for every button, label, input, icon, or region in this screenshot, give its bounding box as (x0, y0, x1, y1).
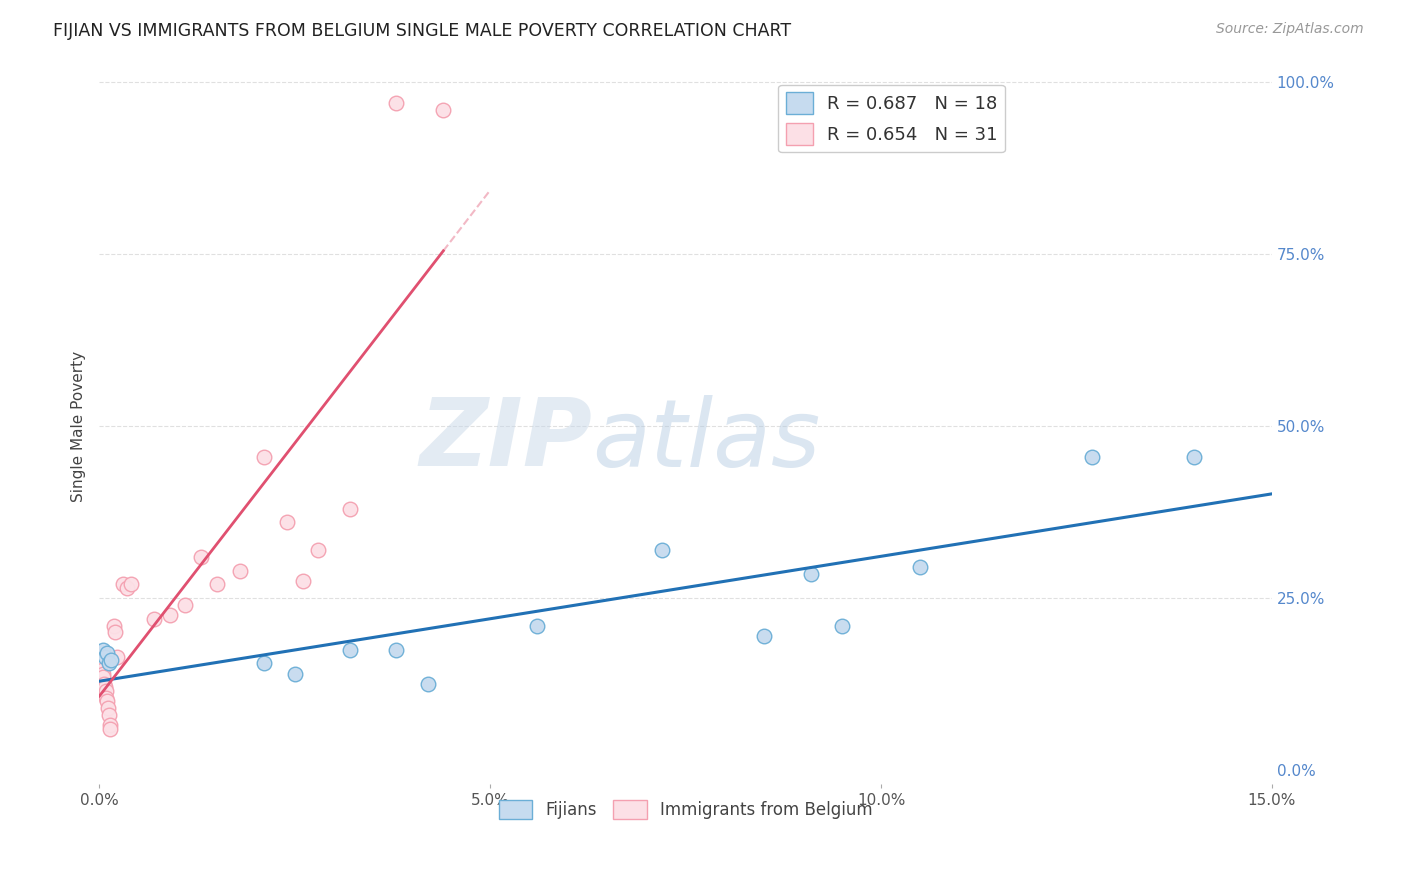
Point (90, 663, 112, 677)
Point (103, 618, 125, 632)
Point (385, 95, 408, 110)
Point (120, 577, 142, 591)
Point (339, 642, 361, 657)
Point (111, 577, 134, 591)
Text: FIJIAN VS IMMIGRANTS FROM BELGIUM SINGLE MALE POVERTY CORRELATION CHART: FIJIAN VS IMMIGRANTS FROM BELGIUM SINGLE… (53, 22, 792, 40)
Point (229, 564, 252, 578)
Point (1182, 450, 1205, 464)
Point (416, 677, 439, 691)
Point (385, 642, 408, 657)
Point (174, 598, 197, 612)
Point (115, 581, 138, 595)
Point (205, 577, 228, 591)
Point (307, 542, 329, 557)
Point (97, 657, 120, 671)
Point (104, 625, 127, 640)
Point (93, 677, 115, 691)
Point (252, 657, 274, 671)
Point (94, 681, 117, 695)
Point (1081, 450, 1104, 464)
Point (94, 684, 117, 698)
Point (96, 646, 118, 660)
Point (190, 549, 212, 564)
Point (291, 574, 314, 588)
Text: ZIP: ZIP (419, 394, 592, 486)
Point (252, 450, 274, 464)
Point (93, 670, 115, 684)
Point (831, 618, 853, 632)
Point (159, 608, 181, 623)
Point (93, 642, 115, 657)
Legend: Fijians, Immigrants from Belgium: Fijians, Immigrants from Belgium (492, 793, 879, 825)
Point (105, 649, 128, 664)
Point (100, 722, 122, 736)
Point (97, 701, 120, 715)
Point (651, 542, 673, 557)
Point (800, 566, 823, 581)
Point (752, 629, 775, 643)
Point (100, 653, 122, 667)
Point (908, 560, 931, 574)
Point (526, 618, 548, 632)
Point (143, 612, 166, 626)
Point (276, 516, 298, 530)
Y-axis label: Single Male Poverty: Single Male Poverty (72, 351, 86, 501)
Point (339, 501, 361, 516)
Point (284, 666, 307, 681)
Point (98, 718, 121, 732)
Point (97, 708, 120, 723)
Point (91, 666, 114, 681)
Text: atlas: atlas (592, 395, 820, 486)
Text: Source: ZipAtlas.com: Source: ZipAtlas.com (1216, 22, 1364, 37)
Point (432, 103, 454, 117)
Point (96, 690, 118, 705)
Point (94, 649, 117, 664)
Point (96, 694, 118, 708)
